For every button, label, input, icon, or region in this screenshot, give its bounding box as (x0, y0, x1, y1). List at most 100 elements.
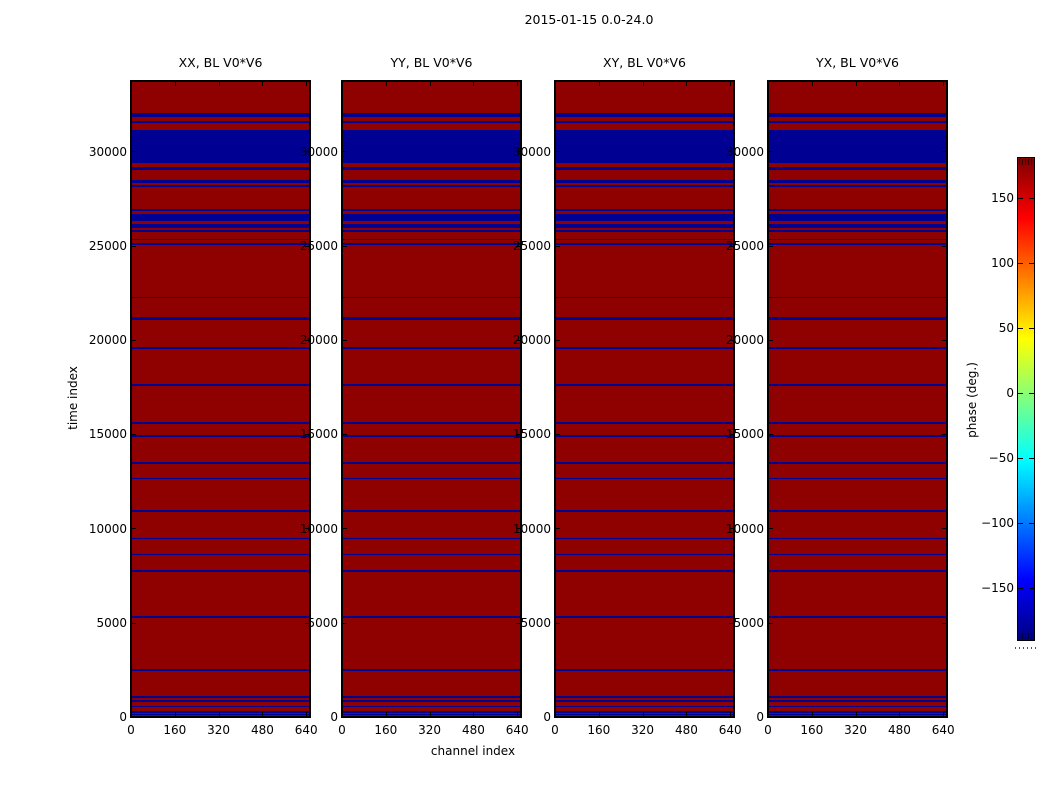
flagged-time-stripe (131, 669, 310, 671)
colorbar-label: phase (deg.) (965, 362, 979, 438)
colorbar-tick-mark (1018, 393, 1023, 394)
x-tick-mark (262, 712, 263, 717)
x-tick-mark (768, 81, 769, 86)
heatmap-panel (342, 81, 521, 717)
y-tick-mark (342, 151, 347, 152)
y-tick-mark (342, 528, 347, 529)
x-tick-label: 640 (931, 723, 955, 737)
flagged-time-stripe (131, 130, 310, 163)
colorbar-tick-mark (1018, 263, 1023, 264)
y-tick-mark (305, 434, 310, 435)
flagged-time-stripe (768, 700, 947, 702)
y-tick-mark (131, 246, 136, 247)
flagged-time-stripe (768, 435, 947, 438)
flagged-time-stripe (342, 383, 521, 387)
x-tick-mark (599, 712, 600, 717)
y-tick-label: 0 (330, 710, 338, 724)
y-tick-mark (555, 528, 560, 529)
flagged-time-stripe (555, 716, 734, 717)
flagged-time-stripe (555, 296, 734, 299)
flagged-time-stripe (555, 130, 734, 163)
y-tick-label: 15000 (725, 427, 764, 442)
y-tick-label: 25000 (299, 238, 338, 253)
x-tick-label: 160 (163, 723, 187, 737)
flagged-time-stripe (342, 510, 521, 513)
y-tick-mark (768, 246, 773, 247)
flagged-time-stripe (342, 317, 521, 320)
y-tick-mark (131, 151, 136, 152)
x-tick-mark (686, 81, 687, 86)
colorbar-tick-mark (1029, 263, 1034, 264)
flagged-time-stripe (342, 346, 521, 349)
colorbar-tick-label: 0 (1006, 386, 1014, 400)
flagged-time-stripe (131, 714, 310, 716)
x-tick-label: 480 (250, 723, 274, 737)
flagged-time-stripe (131, 243, 310, 245)
colorbar-tick-mark (1029, 393, 1034, 394)
flagged-time-stripe (555, 705, 734, 707)
heatmap-panel (768, 81, 947, 717)
x-tick-label: 640 (718, 723, 742, 737)
x-tick-mark (686, 712, 687, 717)
x-tick-mark (131, 81, 132, 86)
flagged-time-stripe (768, 570, 947, 572)
flagged-time-stripe (768, 669, 947, 671)
flagged-time-stripe (342, 243, 521, 245)
panel-title: XY, BL V0*V6 (603, 55, 686, 70)
x-tick-mark (555, 81, 556, 86)
flagged-time-stripe (342, 209, 521, 212)
colorbar-extend-dashes (1015, 647, 1039, 649)
y-tick-mark (305, 528, 310, 529)
y-tick-mark (729, 716, 734, 717)
flagged-time-stripe (555, 477, 734, 480)
flagged-time-stripe (342, 435, 521, 438)
y-tick-label: 5000 (520, 615, 551, 630)
flagged-time-stripe (768, 243, 947, 245)
flagged-time-stripe (768, 462, 947, 464)
y-tick-mark (729, 151, 734, 152)
flagged-time-stripe (555, 243, 734, 245)
flagged-time-stripe (131, 184, 310, 188)
x-tick-label: 160 (587, 723, 611, 737)
flagged-time-stripe (555, 510, 734, 513)
colorbar-tick-label: −100 (981, 516, 1014, 530)
x-tick-mark (219, 712, 220, 717)
panel-title: YY, BL V0*V6 (390, 55, 473, 70)
y-tick-mark (305, 151, 310, 152)
x-tick-label: 640 (505, 723, 529, 737)
flagged-time-stripe (555, 209, 734, 212)
flagged-time-stripe (131, 179, 310, 183)
panel-title: XX, BL V0*V6 (178, 55, 263, 70)
flagged-time-stripe (555, 616, 734, 618)
flagged-time-stripe (131, 537, 310, 540)
colorbar-tick-label: 50 (998, 321, 1014, 335)
colorbar-end-hatch (1019, 159, 1033, 165)
flagged-time-stripe (342, 696, 521, 698)
flagged-time-stripe (555, 714, 734, 716)
colorbar-tick-label: 150 (991, 191, 1014, 205)
y-tick-mark (729, 340, 734, 341)
y-tick-mark (516, 340, 521, 341)
y-tick-label: 0 (119, 710, 127, 724)
y-tick-mark (131, 340, 136, 341)
flagged-time-stripe (555, 669, 734, 671)
colorbar-tick-mark (1029, 523, 1034, 524)
y-tick-mark (942, 434, 947, 435)
colorbar-tick-mark (1029, 328, 1034, 329)
y-tick-mark (768, 434, 773, 435)
y-tick-mark (555, 623, 560, 624)
x-tick-label: 480 (461, 723, 485, 737)
flagged-time-stripe (555, 570, 734, 572)
y-tick-mark (305, 246, 310, 247)
flagged-time-stripe (131, 346, 310, 349)
y-tick-mark (942, 340, 947, 341)
flagged-time-stripe (131, 317, 310, 320)
flagged-time-stripe (555, 711, 734, 713)
colorbar-end-hatch (1019, 633, 1033, 639)
flagged-time-stripe (342, 537, 521, 540)
colorbar-gradient (1018, 158, 1034, 640)
x-tick-mark (899, 81, 900, 86)
y-tick-mark (942, 151, 947, 152)
y-tick-label: 0 (756, 710, 764, 724)
flagged-time-stripe (555, 214, 734, 222)
